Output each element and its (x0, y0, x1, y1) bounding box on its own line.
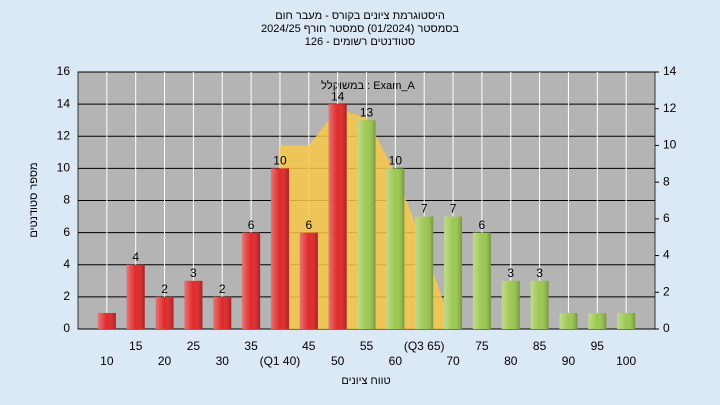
chart-title: היסטוגרמת ציונים בקורס - מעבר חום (275, 10, 445, 22)
x-tick-label: 15 (129, 339, 143, 353)
y-tick-label: 0 (63, 321, 70, 335)
data-label: 2 (161, 282, 168, 296)
bar-shade (357, 120, 376, 329)
bar-shade (126, 264, 145, 329)
y-tick-label: 4 (63, 257, 70, 271)
bar-shade (270, 168, 289, 329)
data-label: 3 (536, 266, 543, 280)
x-tick-label: 100 (616, 354, 636, 368)
y-tick-label: 16 (57, 64, 71, 78)
x-tick-label: 20 (158, 354, 172, 368)
data-label: 13 (360, 105, 374, 119)
bar-shade (415, 216, 434, 329)
data-label: 7 (450, 202, 457, 216)
data-label: 4 (132, 250, 139, 264)
data-label: 6 (248, 218, 255, 232)
y2-tick-label: 8 (663, 174, 670, 188)
data-label: 6 (479, 218, 486, 232)
bar-shade (530, 280, 549, 329)
x-tick-label: 75 (475, 339, 489, 353)
y2-tick-label: 4 (663, 248, 670, 262)
data-label: 6 (305, 218, 312, 232)
x-tick-label: 70 (446, 354, 460, 368)
data-label: 10 (273, 154, 287, 168)
y2-tick-label: 12 (663, 101, 677, 115)
x-tick-label: 50 (331, 354, 345, 368)
bar-shade (97, 312, 116, 329)
data-label: 10 (389, 154, 403, 168)
y2-tick-label: 0 (663, 321, 670, 335)
y2-tick-label: 6 (663, 211, 670, 225)
y-tick-label: 6 (63, 225, 70, 239)
y2-tick-label: 10 (663, 138, 677, 152)
bar-shade (501, 280, 520, 329)
bar-shade (588, 312, 607, 329)
data-label: 3 (190, 266, 197, 280)
y-tick-label: 8 (63, 193, 70, 207)
y-tick-label: 14 (57, 96, 71, 110)
annotation: במשוקלל : Exam_A (321, 79, 415, 92)
x-tick-label: 55 (360, 339, 374, 353)
bar-shade (299, 232, 318, 329)
y2-tick-label: 2 (663, 284, 670, 298)
x-tick-label: 90 (562, 354, 576, 368)
bar-shade (213, 296, 232, 329)
x-tick-label: 35 (244, 339, 258, 353)
x-tick-label: 85 (533, 339, 547, 353)
data-label: 2 (219, 282, 226, 296)
data-label: 3 (507, 266, 514, 280)
x-tick-label: 60 (389, 354, 403, 368)
bar-shade (559, 312, 578, 329)
bar-shade (242, 232, 261, 329)
bar-shade (444, 216, 463, 329)
x-tick-label: 80 (504, 354, 518, 368)
y-tick-label: 2 (63, 289, 70, 303)
x-tick-label: 45 (302, 339, 316, 353)
y-tick-label: 10 (57, 161, 71, 175)
chart-subtitle: בסמסטר (01/2024) סמסטר חורף 2024/25 (261, 23, 459, 35)
y-tick-label: 12 (57, 128, 71, 142)
y2-tick-label: 14 (663, 64, 677, 78)
bar-shade (328, 104, 347, 329)
bar-shade (617, 312, 636, 329)
x-tick-label: 30 (216, 354, 230, 368)
bar-shade (184, 280, 203, 329)
bar-shade (155, 296, 174, 329)
data-label: 7 (421, 202, 428, 216)
x-tick-label: 95 (591, 339, 605, 353)
bar-shade (386, 168, 405, 329)
data-label: 14 (331, 89, 345, 103)
bar-shade (472, 232, 491, 329)
x-tick-label: 25 (187, 339, 201, 353)
x-tick-label: (Q1 40) (260, 354, 301, 368)
x-axis-label: טווח ציונים (341, 375, 390, 387)
y-axis-label: מספר סטודנטים (28, 162, 40, 237)
chart-subtitle: סטודנטים רשומים - 126 (305, 36, 416, 48)
x-tick-label: 10 (100, 354, 114, 368)
x-tick-label: (Q3 65) (404, 339, 445, 353)
